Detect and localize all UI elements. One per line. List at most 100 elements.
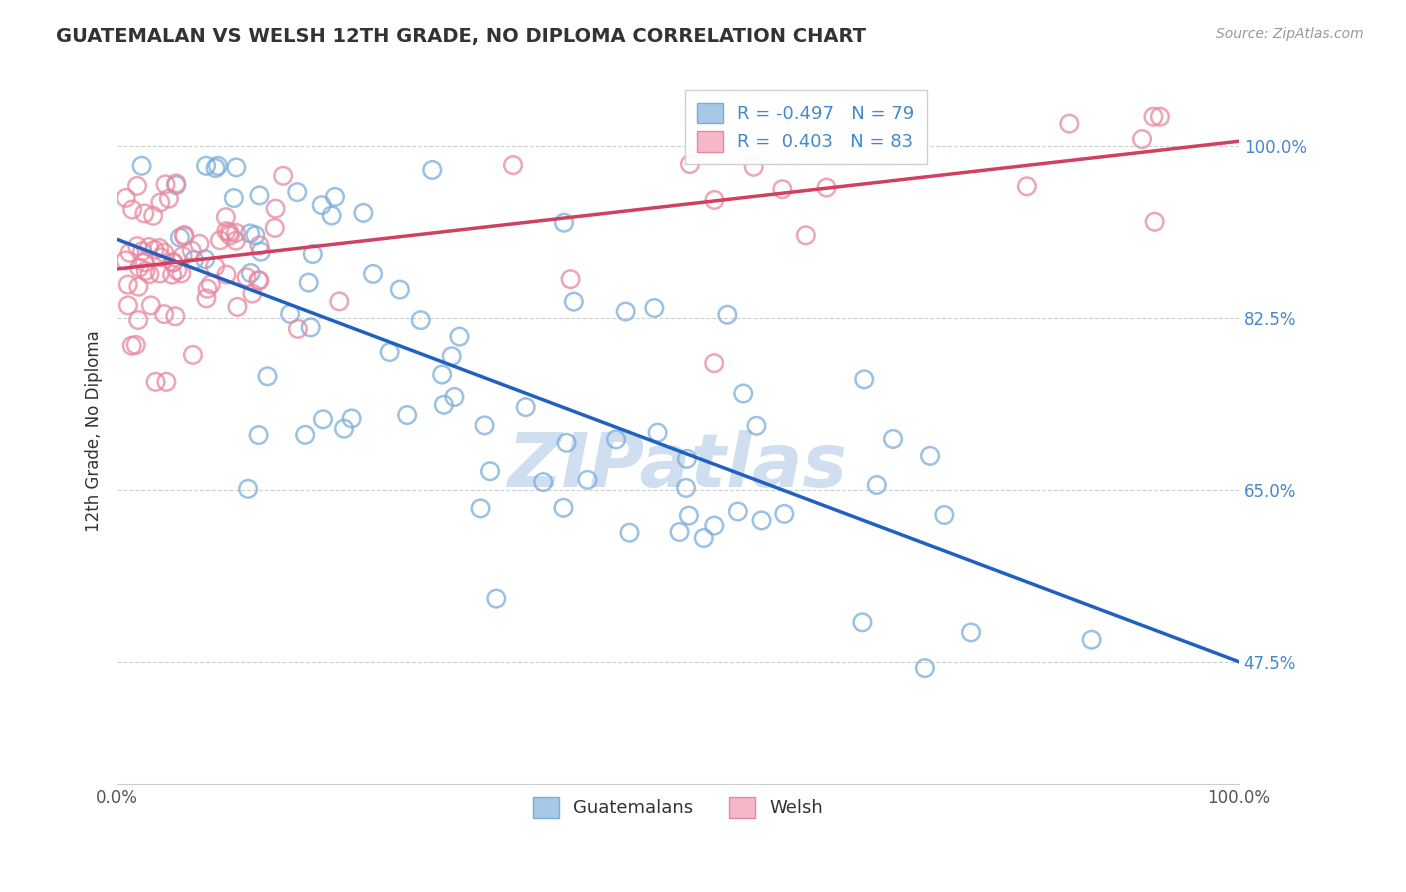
- Point: [278, 307, 301, 321]
- Point: [703, 356, 725, 370]
- Point: [619, 525, 641, 540]
- Point: [188, 236, 211, 251]
- Point: [139, 298, 162, 312]
- Point: [914, 661, 936, 675]
- Point: [1015, 179, 1038, 194]
- Point: [172, 249, 194, 263]
- Point: [128, 260, 150, 275]
- Point: [301, 247, 323, 261]
- Point: [204, 260, 226, 274]
- Point: [143, 243, 166, 257]
- Point: [474, 418, 496, 433]
- Point: [449, 329, 471, 343]
- Point: [311, 198, 333, 212]
- Point: [531, 475, 554, 489]
- Point: [851, 615, 873, 630]
- Point: [733, 386, 755, 401]
- Point: [396, 408, 419, 422]
- Point: [153, 245, 176, 260]
- Point: [815, 180, 838, 194]
- Point: [204, 161, 226, 175]
- Point: [678, 508, 700, 523]
- Point: [138, 240, 160, 254]
- Point: [323, 190, 346, 204]
- Point: [222, 191, 245, 205]
- Point: [165, 310, 187, 324]
- Point: [1149, 110, 1171, 124]
- Point: [170, 266, 193, 280]
- Text: GUATEMALAN VS WELSH 12TH GRADE, NO DIPLOMA CORRELATION CHART: GUATEMALAN VS WELSH 12TH GRADE, NO DIPLO…: [56, 27, 866, 45]
- Point: [576, 473, 599, 487]
- Point: [751, 513, 773, 527]
- Point: [853, 372, 876, 386]
- Point: [127, 279, 149, 293]
- Point: [679, 157, 702, 171]
- Point: [247, 273, 270, 287]
- Point: [515, 400, 537, 414]
- Point: [502, 158, 524, 172]
- Point: [114, 191, 136, 205]
- Point: [693, 531, 716, 545]
- Point: [1080, 632, 1102, 647]
- Point: [287, 322, 309, 336]
- Point: [882, 432, 904, 446]
- Point: [162, 255, 184, 269]
- Point: [485, 591, 508, 606]
- Point: [226, 300, 249, 314]
- Point: [298, 276, 321, 290]
- Point: [250, 244, 273, 259]
- Point: [668, 524, 690, 539]
- Point: [166, 263, 188, 277]
- Point: [249, 188, 271, 202]
- Point: [742, 160, 765, 174]
- Point: [960, 625, 983, 640]
- Point: [162, 255, 184, 269]
- Point: [145, 375, 167, 389]
- Point: [560, 272, 582, 286]
- Point: [218, 226, 240, 240]
- Point: [225, 161, 247, 175]
- Point: [675, 481, 697, 495]
- Point: [207, 159, 229, 173]
- Point: [716, 308, 738, 322]
- Point: [239, 266, 262, 280]
- Point: [236, 482, 259, 496]
- Point: [409, 313, 432, 327]
- Point: [131, 244, 153, 259]
- Point: [614, 304, 637, 318]
- Point: [121, 202, 143, 217]
- Point: [194, 252, 217, 267]
- Point: [420, 163, 443, 178]
- Point: [114, 253, 136, 268]
- Point: [138, 267, 160, 281]
- Point: [1059, 117, 1081, 131]
- Text: Source: ZipAtlas.com: Source: ZipAtlas.com: [1216, 27, 1364, 41]
- Text: ZIPatlas: ZIPatlas: [508, 430, 848, 503]
- Point: [142, 209, 165, 223]
- Point: [200, 277, 222, 292]
- Point: [240, 286, 263, 301]
- Point: [256, 369, 278, 384]
- Point: [183, 252, 205, 267]
- Point: [271, 169, 294, 183]
- Point: [127, 313, 149, 327]
- Point: [934, 508, 956, 522]
- Point: [134, 206, 156, 220]
- Point: [195, 159, 218, 173]
- Point: [1143, 215, 1166, 229]
- Point: [165, 177, 187, 191]
- Point: [328, 294, 350, 309]
- Point: [195, 291, 218, 305]
- Point: [181, 348, 204, 362]
- Point: [299, 320, 322, 334]
- Point: [264, 202, 287, 216]
- Point: [340, 411, 363, 425]
- Point: [117, 298, 139, 312]
- Point: [794, 228, 817, 243]
- Point: [770, 182, 793, 196]
- Point: [703, 518, 725, 533]
- Point: [117, 277, 139, 292]
- Point: [225, 234, 247, 248]
- Point: [745, 418, 768, 433]
- Point: [155, 178, 177, 192]
